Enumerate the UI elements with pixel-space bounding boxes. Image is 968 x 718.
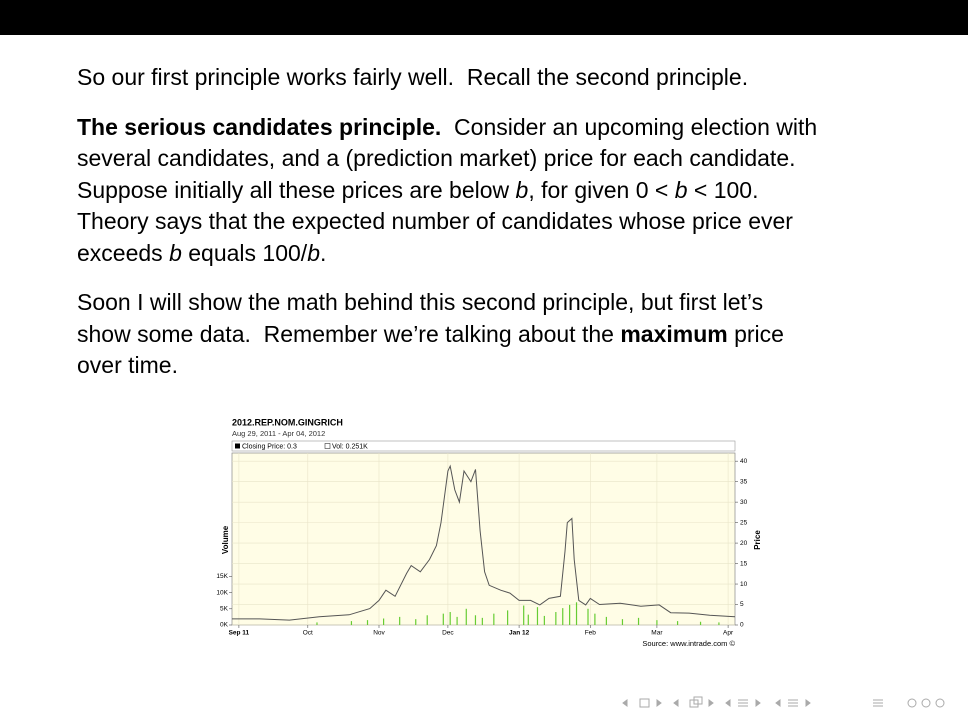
text-run: b	[169, 239, 182, 266]
text-run: Consider an upcoming election with	[441, 113, 818, 140]
legend-entry: Closing Price: 0.3	[242, 443, 297, 450]
x-tick-label: Feb	[585, 630, 597, 637]
text-run: price	[727, 320, 784, 347]
text-run: exceeds	[77, 239, 170, 266]
x-tick-label: Sep 11	[229, 630, 250, 637]
legend-swatch	[324, 443, 331, 449]
y2-tick-label: 15K	[216, 573, 228, 580]
chart-subtitle: Aug 29, 2011 - Apr 04, 2012	[232, 429, 325, 438]
legend-entry: Vol: 0.251K	[332, 443, 368, 450]
y-tick-label: 25	[740, 519, 748, 526]
y2-tick-label: 0K	[220, 622, 229, 629]
text-run: Soon I will show the math behind this se…	[77, 289, 764, 315]
x-tick-label: Oct	[303, 630, 313, 637]
x-tick-label: Mar	[651, 630, 663, 637]
y-axis-label: Price	[753, 530, 762, 550]
y-tick-label: 10	[740, 581, 748, 588]
y-tick-label: 35	[740, 478, 748, 485]
text-run: Suppose initially all these prices are b…	[77, 176, 516, 203]
text-line: show some data. Remember we’re talking a…	[77, 319, 817, 351]
x-tick-label: Dec	[442, 630, 454, 637]
source: Source: www.intrade.com ©	[642, 639, 735, 648]
text-run: < 100.	[687, 176, 759, 203]
text-line: exceeds b equals 100/b.	[77, 238, 817, 270]
y2-tick-label: 5K	[220, 605, 229, 612]
y2-axis-label: Volume	[221, 525, 230, 554]
x-tick-label: Apr	[723, 630, 734, 637]
y-tick-label: 30	[740, 499, 748, 506]
text-line: Soon I will show the math behind this se…	[77, 287, 817, 319]
y-tick-label: 0	[740, 622, 744, 629]
text-run: The serious candidates principle.	[77, 113, 442, 140]
text-run: equals 100/	[181, 239, 308, 266]
text-run: over time.	[77, 352, 178, 378]
text-run: b	[307, 239, 320, 266]
chart-title: 2012.REP.NOM.GINGRICH	[232, 417, 343, 427]
top-bar	[0, 0, 968, 35]
paragraph: The serious candidates principle. Consid…	[77, 112, 817, 270]
y2-tick-label: 10K	[216, 589, 228, 596]
text-line: So our first principle works fairly well…	[77, 62, 817, 94]
text-run: Theory says that the expected number of …	[77, 208, 793, 234]
x-tick-label: Nov	[373, 630, 385, 637]
text-run: show some data. Remember we’re talking a…	[77, 320, 621, 347]
text-line: Theory says that the expected number of …	[77, 206, 817, 238]
legend-swatch	[235, 443, 240, 449]
text-line: The serious candidates principle. Consid…	[77, 112, 817, 144]
text-run: maximum	[620, 320, 728, 347]
text-run: So our first principle works fairly well…	[77, 64, 749, 90]
legend-box	[231, 440, 736, 452]
y-tick-label: 15	[740, 560, 748, 567]
text-run: several candidates, and a (prediction ma…	[77, 145, 796, 171]
y-tick-label: 40	[740, 458, 748, 465]
text-line: several candidates, and a (prediction ma…	[77, 143, 817, 175]
y-tick-label: 5	[740, 601, 744, 608]
text-line: Suppose initially all these prices are b…	[77, 175, 817, 207]
paragraph: So our first principle works fairly well…	[77, 62, 817, 94]
text-run: b	[515, 176, 529, 203]
nav-icons	[622, 696, 945, 708]
plot-area	[231, 452, 736, 626]
text-line: over time.	[77, 350, 817, 382]
price-line	[232, 464, 736, 621]
slide-text: So our first principle works fairly well…	[77, 62, 817, 400]
text-run: b	[674, 176, 688, 203]
y-tick-label: 20	[740, 540, 748, 547]
paragraph: Soon I will show the math behind this se…	[77, 287, 817, 382]
x-tick-label: Jan 12	[509, 630, 530, 637]
text-run: , for given 0 <	[528, 176, 675, 203]
text-run: .	[319, 239, 327, 266]
